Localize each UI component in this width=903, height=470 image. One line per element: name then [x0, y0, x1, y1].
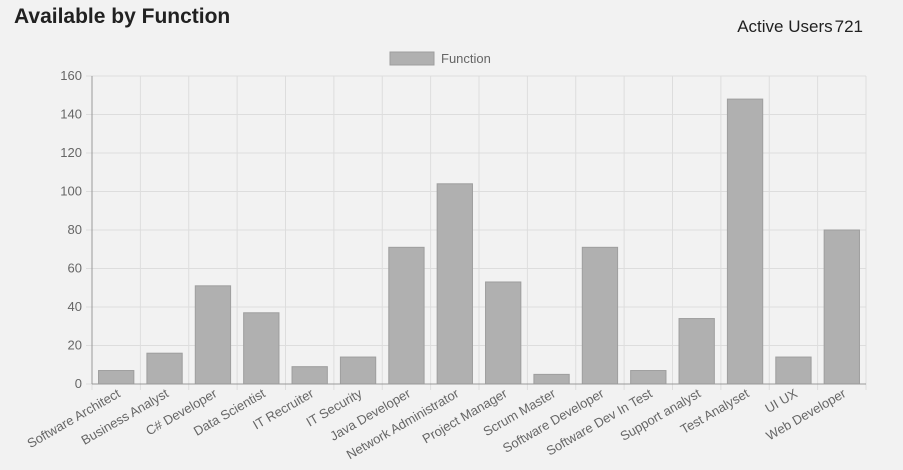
legend[interactable]: Function	[389, 51, 491, 66]
bar[interactable]	[823, 229, 860, 385]
legend-swatch[interactable]	[389, 51, 435, 66]
bar[interactable]	[581, 246, 619, 385]
bar[interactable]	[533, 373, 570, 385]
bar[interactable]	[485, 281, 522, 385]
y-tick-label: 40	[68, 299, 82, 314]
y-tick-label: 20	[68, 338, 82, 353]
bar[interactable]	[630, 370, 667, 385]
bar[interactable]	[726, 98, 764, 385]
bar[interactable]	[146, 352, 183, 385]
y-tick-label: 120	[60, 145, 82, 160]
bar[interactable]	[775, 356, 812, 385]
active-users-label: Active Users	[737, 17, 833, 36]
bar[interactable]	[678, 318, 715, 385]
bar[interactable]	[243, 312, 280, 385]
axes	[86, 75, 866, 385]
bar[interactable]	[98, 370, 135, 385]
bar[interactable]	[194, 285, 232, 385]
bars	[98, 98, 860, 385]
bar[interactable]	[291, 366, 328, 385]
bar[interactable]	[339, 356, 377, 385]
y-tick-label: 100	[60, 184, 82, 199]
y-tick-label: 80	[68, 222, 82, 237]
bar[interactable]	[388, 246, 425, 385]
legend-label[interactable]: Function	[441, 51, 491, 66]
active-users-summary: Active Users 721	[737, 17, 863, 37]
active-users-count: 721	[834, 17, 863, 36]
x-tick-label: Support analyst	[617, 385, 703, 443]
page-title: Available by Function	[14, 5, 231, 28]
y-tick-label: 160	[60, 68, 82, 83]
y-tick-label: 0	[75, 376, 82, 391]
y-tick-label: 140	[60, 107, 82, 122]
y-tick-label: 60	[68, 261, 82, 276]
bar[interactable]	[436, 183, 473, 385]
